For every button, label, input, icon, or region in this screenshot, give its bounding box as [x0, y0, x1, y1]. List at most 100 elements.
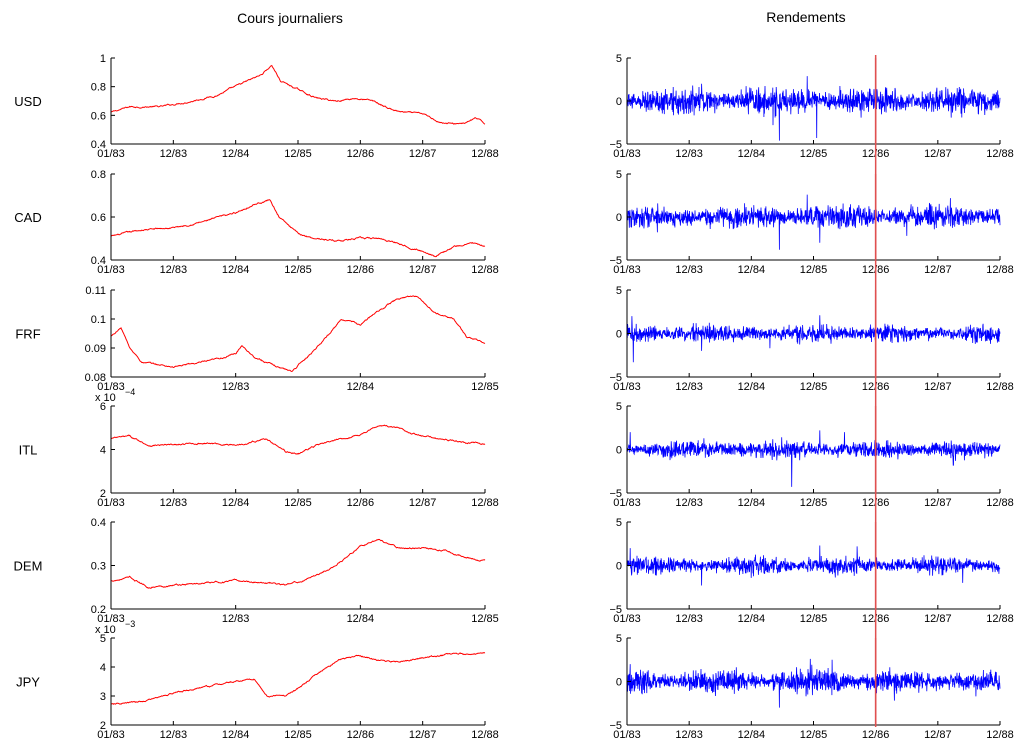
y-tick-label: 3: [100, 691, 106, 703]
y-tick-label: 5: [616, 53, 622, 65]
x-tick-label: 01/83: [613, 264, 641, 276]
y-tick-label: 5: [616, 285, 622, 297]
x-tick-label: 12/84: [222, 148, 250, 160]
left-column-title: Cours journaliers: [237, 10, 343, 26]
x-tick-label: 12/88: [471, 148, 499, 160]
x-tick-label: 01/83: [97, 264, 125, 276]
x-tick-label: 12/85: [800, 148, 828, 160]
x-tick-label: 12/87: [924, 264, 952, 276]
x-tick-label: 01/83: [613, 729, 641, 741]
x-tick-label: 12/85: [284, 497, 312, 509]
price-line-frf: [110, 295, 486, 373]
subplot-price-usd: USD 0.4 0.6 0.8 1 01/83 12/83 12/84 12/85 12/86 12…: [14, 53, 498, 160]
x-tick-label: 12/86: [347, 264, 375, 276]
x-tick-label: 12/84: [738, 264, 766, 276]
x-tick-label: 12/84: [738, 148, 766, 160]
x-tick-label: 12/85: [284, 264, 312, 276]
x-tick-label: 12/88: [986, 148, 1014, 160]
y-tick-label: 0.09: [85, 343, 106, 355]
x-tick-label: 12/84: [738, 497, 766, 509]
y-tick-label: 0: [616, 677, 622, 689]
x-tick-label: 12/87: [924, 613, 952, 625]
x-tick-label: 12/85: [284, 148, 312, 160]
x-tick-label: 12/87: [924, 729, 952, 741]
y-tick-label: 6: [100, 401, 106, 413]
x-tick-label: 12/83: [160, 729, 188, 741]
returns-line-dem: [626, 545, 1001, 586]
exponent-power: −3: [125, 619, 135, 629]
price-line-jpy: [110, 652, 486, 705]
currency-label-dem: DEM: [14, 559, 43, 574]
x-tick-label: 12/88: [986, 613, 1014, 625]
y-tick-label: 2: [100, 720, 106, 732]
currency-label-frf: FRF: [15, 327, 40, 342]
x-tick-label: 12/83: [160, 264, 188, 276]
x-tick-label: 12/87: [409, 729, 437, 741]
y-tick-label: 1: [100, 53, 106, 65]
x-tick-label: 01/83: [97, 497, 125, 509]
x-tick-label: 12/83: [160, 497, 188, 509]
x-tick-label: 12/88: [471, 729, 499, 741]
y-tick-label: 0: [616, 329, 622, 341]
currency-label-itl: ITL: [19, 443, 38, 458]
y-tick-label: −5: [609, 372, 622, 384]
returns-line-itl: [626, 430, 1001, 487]
currency-label-jpy: JPY: [16, 675, 40, 690]
x-tick-label: 12/84: [738, 381, 766, 393]
x-tick-label: 12/84: [222, 729, 250, 741]
x-tick-label: 12/83: [222, 381, 250, 393]
x-tick-label: 12/84: [347, 613, 375, 625]
x-tick-label: 12/87: [409, 264, 437, 276]
exponent-label: x 10: [95, 624, 116, 636]
y-tick-label: 0: [616, 96, 622, 108]
x-tick-label: 01/83: [97, 613, 125, 625]
returns-line-jpy: [626, 658, 1001, 708]
price-line-usd: [110, 64, 486, 125]
price-line-dem: [110, 538, 486, 590]
x-tick-label: 12/86: [347, 148, 375, 160]
y-tick-label: 0.1: [91, 314, 106, 326]
subplot-price-cad: CAD 0.4 0.6 0.8 01/83 12/83 12/84 12/85 12/86 12/…: [14, 169, 498, 276]
x-tick-label: 12/84: [738, 613, 766, 625]
y-tick-label: −5: [609, 488, 622, 500]
x-tick-label: 12/87: [924, 497, 952, 509]
x-tick-label: 01/83: [613, 613, 641, 625]
y-tick-label: 0.08: [85, 372, 106, 384]
y-tick-label: 4: [100, 662, 106, 674]
y-tick-label: 0.4: [91, 517, 106, 529]
x-tick-label: 12/85: [471, 613, 499, 625]
x-tick-label: 12/87: [409, 148, 437, 160]
x-tick-label: 12/83: [675, 613, 703, 625]
x-tick-label: 12/87: [409, 497, 437, 509]
x-tick-label: 12/85: [800, 497, 828, 509]
x-tick-label: 12/85: [800, 613, 828, 625]
x-tick-label: 12/84: [347, 381, 375, 393]
y-tick-label: −5: [609, 604, 622, 616]
x-tick-label: 12/83: [675, 264, 703, 276]
x-tick-label: 12/85: [284, 729, 312, 741]
x-tick-label: 12/83: [675, 381, 703, 393]
x-tick-label: 01/83: [97, 381, 125, 393]
right-column-title: Rendements: [766, 9, 845, 25]
x-tick-label: 01/83: [97, 729, 125, 741]
x-tick-label: 01/83: [613, 148, 641, 160]
x-tick-label: 12/88: [986, 264, 1014, 276]
x-tick-label: 12/87: [924, 148, 952, 160]
x-tick-label: 12/88: [986, 729, 1014, 741]
y-tick-label: 0: [616, 445, 622, 457]
x-tick-label: 12/87: [924, 381, 952, 393]
returns-line-cad: [626, 194, 1001, 250]
x-tick-label: 12/88: [471, 264, 499, 276]
subplot-price-jpy: JPY 2 3 4 5 01/83 12/83 12/84 12/85 12/86 12/87 12/…: [16, 619, 499, 741]
x-tick-label: 12/86: [862, 729, 890, 741]
y-tick-label: 0.11: [85, 285, 106, 297]
x-tick-label: 12/86: [347, 729, 375, 741]
y-tick-label: −5: [609, 139, 622, 151]
y-tick-label: −5: [609, 720, 622, 732]
currency-label-usd: USD: [14, 94, 41, 109]
exponent-power: −4: [125, 387, 135, 397]
